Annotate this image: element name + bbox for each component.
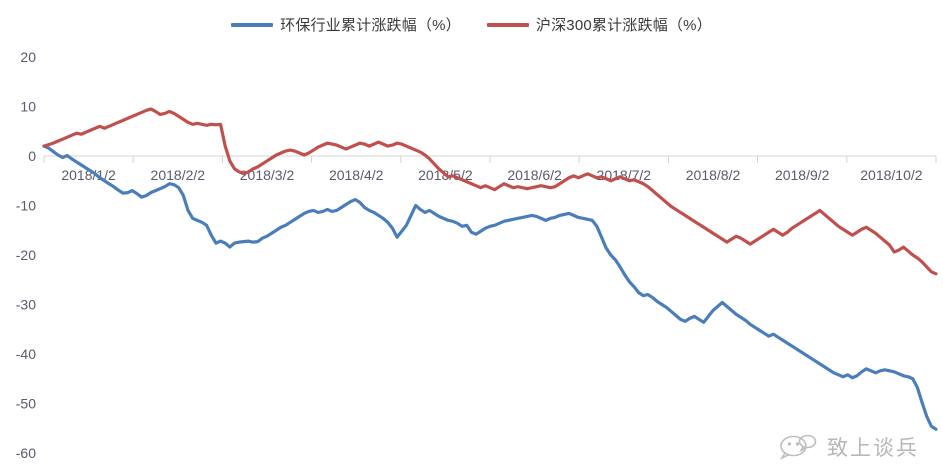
- x-tick-label: 2018/9/2: [775, 167, 830, 183]
- y-tick-label: -30: [16, 297, 36, 313]
- y-tick-label: -50: [16, 396, 36, 412]
- y-axis-tick-labels: 20 10 0 -10 -20 -30 -40 -50 -60: [16, 49, 36, 461]
- y-tick-label: -20: [16, 247, 36, 263]
- x-tick-label: 2018/6/2: [507, 167, 562, 183]
- y-tick-label: 0: [28, 148, 36, 164]
- x-tick-label: 2018/2/2: [151, 167, 206, 183]
- x-tick-label: 2018/10/2: [860, 167, 922, 183]
- x-tick-label: 2018/8/2: [686, 167, 741, 183]
- x-tick-label: 2018/7/2: [597, 167, 652, 183]
- x-axis-tick-labels: 2018/1/2 2018/2/2 2018/3/2 2018/4/2 2018/5/2…: [61, 167, 922, 183]
- y-tick-label: 20: [20, 49, 36, 65]
- x-tick-label: 2018/3/2: [240, 167, 295, 183]
- series-lines: [42, 107, 938, 431]
- category-axis: [43, 155, 937, 163]
- series-line-1: [42, 107, 938, 276]
- y-tick-label: -10: [16, 198, 36, 214]
- y-tick-label: -60: [16, 445, 36, 461]
- x-tick-label: 2018/4/2: [329, 167, 384, 183]
- y-tick-label: -40: [16, 346, 36, 362]
- y-tick-label: 10: [20, 99, 36, 115]
- series-line-0: [42, 144, 938, 431]
